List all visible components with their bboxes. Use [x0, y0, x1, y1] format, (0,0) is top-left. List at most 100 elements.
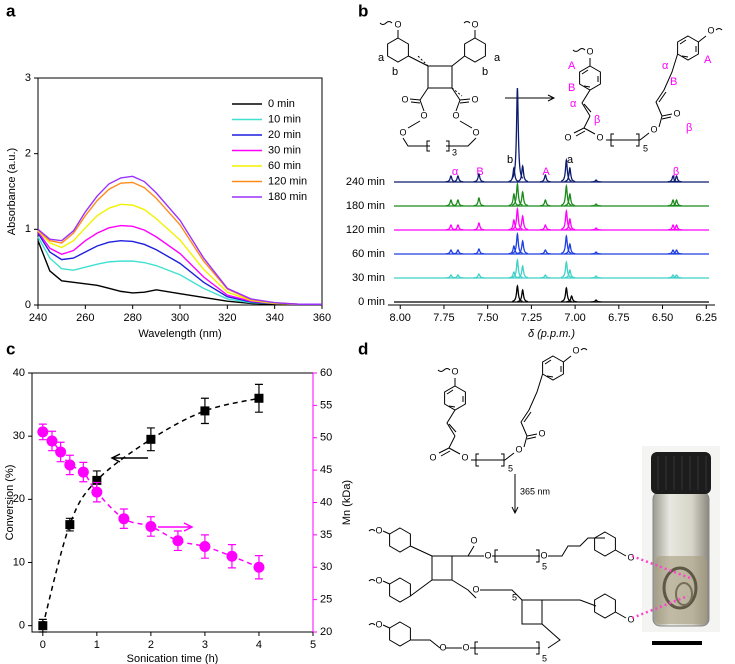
y-tick-label: 30	[320, 561, 332, 573]
atom: O	[538, 428, 545, 438]
proton-label: a	[494, 52, 501, 64]
marker	[55, 446, 67, 458]
legend-label: 60 min	[268, 160, 301, 172]
peak-label: α	[452, 166, 459, 178]
marker	[118, 513, 130, 525]
subscript: 5	[512, 592, 517, 602]
marker	[226, 550, 238, 562]
y-tick-label: 25	[320, 594, 332, 606]
atom: O	[596, 132, 603, 142]
trend-line	[42, 431, 260, 568]
polymer-structure: O O O O O O O O O O O 5 5 5	[368, 525, 635, 663]
atom: O	[515, 444, 522, 454]
peak	[511, 87, 524, 179]
peak	[452, 249, 464, 255]
peak	[671, 175, 682, 183]
atom: O	[586, 46, 593, 56]
bonds	[368, 527, 627, 655]
x-tick-label: 5	[310, 639, 316, 651]
marker	[172, 535, 184, 547]
peak	[671, 199, 682, 207]
proton-label: b	[392, 66, 398, 78]
proton-label: β	[686, 122, 692, 134]
atom: O	[399, 127, 406, 137]
subscript: 5	[542, 653, 547, 663]
proton-label: a	[378, 52, 385, 64]
legend-label: 120 min	[268, 175, 307, 187]
spectrum-line	[37, 240, 322, 305]
monomer-structure	[437, 348, 588, 467]
proton-label: α	[662, 60, 669, 72]
spectrum-line	[37, 224, 322, 305]
subscript: 5	[542, 561, 547, 571]
peak	[667, 249, 679, 255]
peak	[540, 249, 551, 255]
x-tick-label: 3	[202, 639, 208, 651]
y-tick-label: 20	[13, 493, 25, 505]
peak-label: A	[542, 166, 550, 178]
marker	[92, 475, 102, 485]
peak	[667, 175, 679, 183]
skeleton	[437, 348, 588, 467]
y-tick-label: 55	[320, 399, 332, 411]
y-tick-label: 10	[13, 556, 25, 568]
atom: O	[471, 94, 478, 104]
peak	[452, 199, 464, 207]
cap-ridges	[657, 456, 707, 490]
polymer-gel	[662, 566, 698, 610]
marker	[145, 520, 157, 532]
peak	[590, 251, 602, 255]
peak	[517, 264, 529, 279]
peak	[671, 224, 682, 231]
peak	[566, 295, 577, 303]
atom: O	[471, 19, 478, 29]
atom: O	[627, 614, 634, 624]
y-tick-label: 3	[25, 72, 31, 84]
peak-label: a	[567, 154, 574, 166]
marker	[200, 406, 210, 416]
trace-label: 120 min	[346, 224, 385, 236]
peak	[473, 273, 485, 279]
marker	[37, 426, 49, 438]
x-tick-label: 360	[313, 312, 331, 324]
peak	[564, 217, 576, 231]
x-tick-label: 6.25	[696, 312, 717, 324]
marker	[65, 520, 75, 530]
peak	[540, 174, 551, 183]
peak	[560, 157, 572, 182]
peak	[671, 249, 682, 255]
marker	[64, 459, 76, 471]
atom: O	[673, 108, 680, 118]
peak	[671, 274, 682, 279]
peak	[540, 199, 551, 207]
legend-label: 20 min	[268, 129, 301, 141]
atom: O	[452, 110, 459, 120]
subscript: 5	[643, 143, 648, 153]
x-axis-label: δ (p.p.m.)	[528, 328, 575, 340]
atom: O	[707, 25, 714, 35]
trace-label: 240 min	[346, 176, 385, 188]
legend-label: 10 min	[268, 113, 301, 125]
subscript: 5	[508, 463, 513, 473]
atom: O	[564, 132, 571, 142]
atom: O	[375, 575, 382, 585]
proton-label: B	[568, 82, 575, 94]
proton-label: A	[568, 60, 576, 72]
peak	[473, 248, 485, 255]
c-arrows	[110, 453, 194, 532]
peak	[473, 196, 485, 207]
peak	[511, 206, 523, 230]
peak	[560, 208, 572, 230]
peak	[517, 164, 529, 183]
peak	[564, 268, 576, 279]
x-tick-label: 240	[29, 312, 47, 324]
peak-label: b	[507, 154, 513, 166]
marker	[199, 541, 211, 553]
x-tick-label: 6.50	[652, 312, 673, 324]
peak	[590, 203, 602, 207]
peak	[511, 258, 523, 278]
x-tick-label: 6.75	[608, 312, 629, 324]
peak	[512, 284, 523, 303]
skeleton	[572, 28, 723, 147]
